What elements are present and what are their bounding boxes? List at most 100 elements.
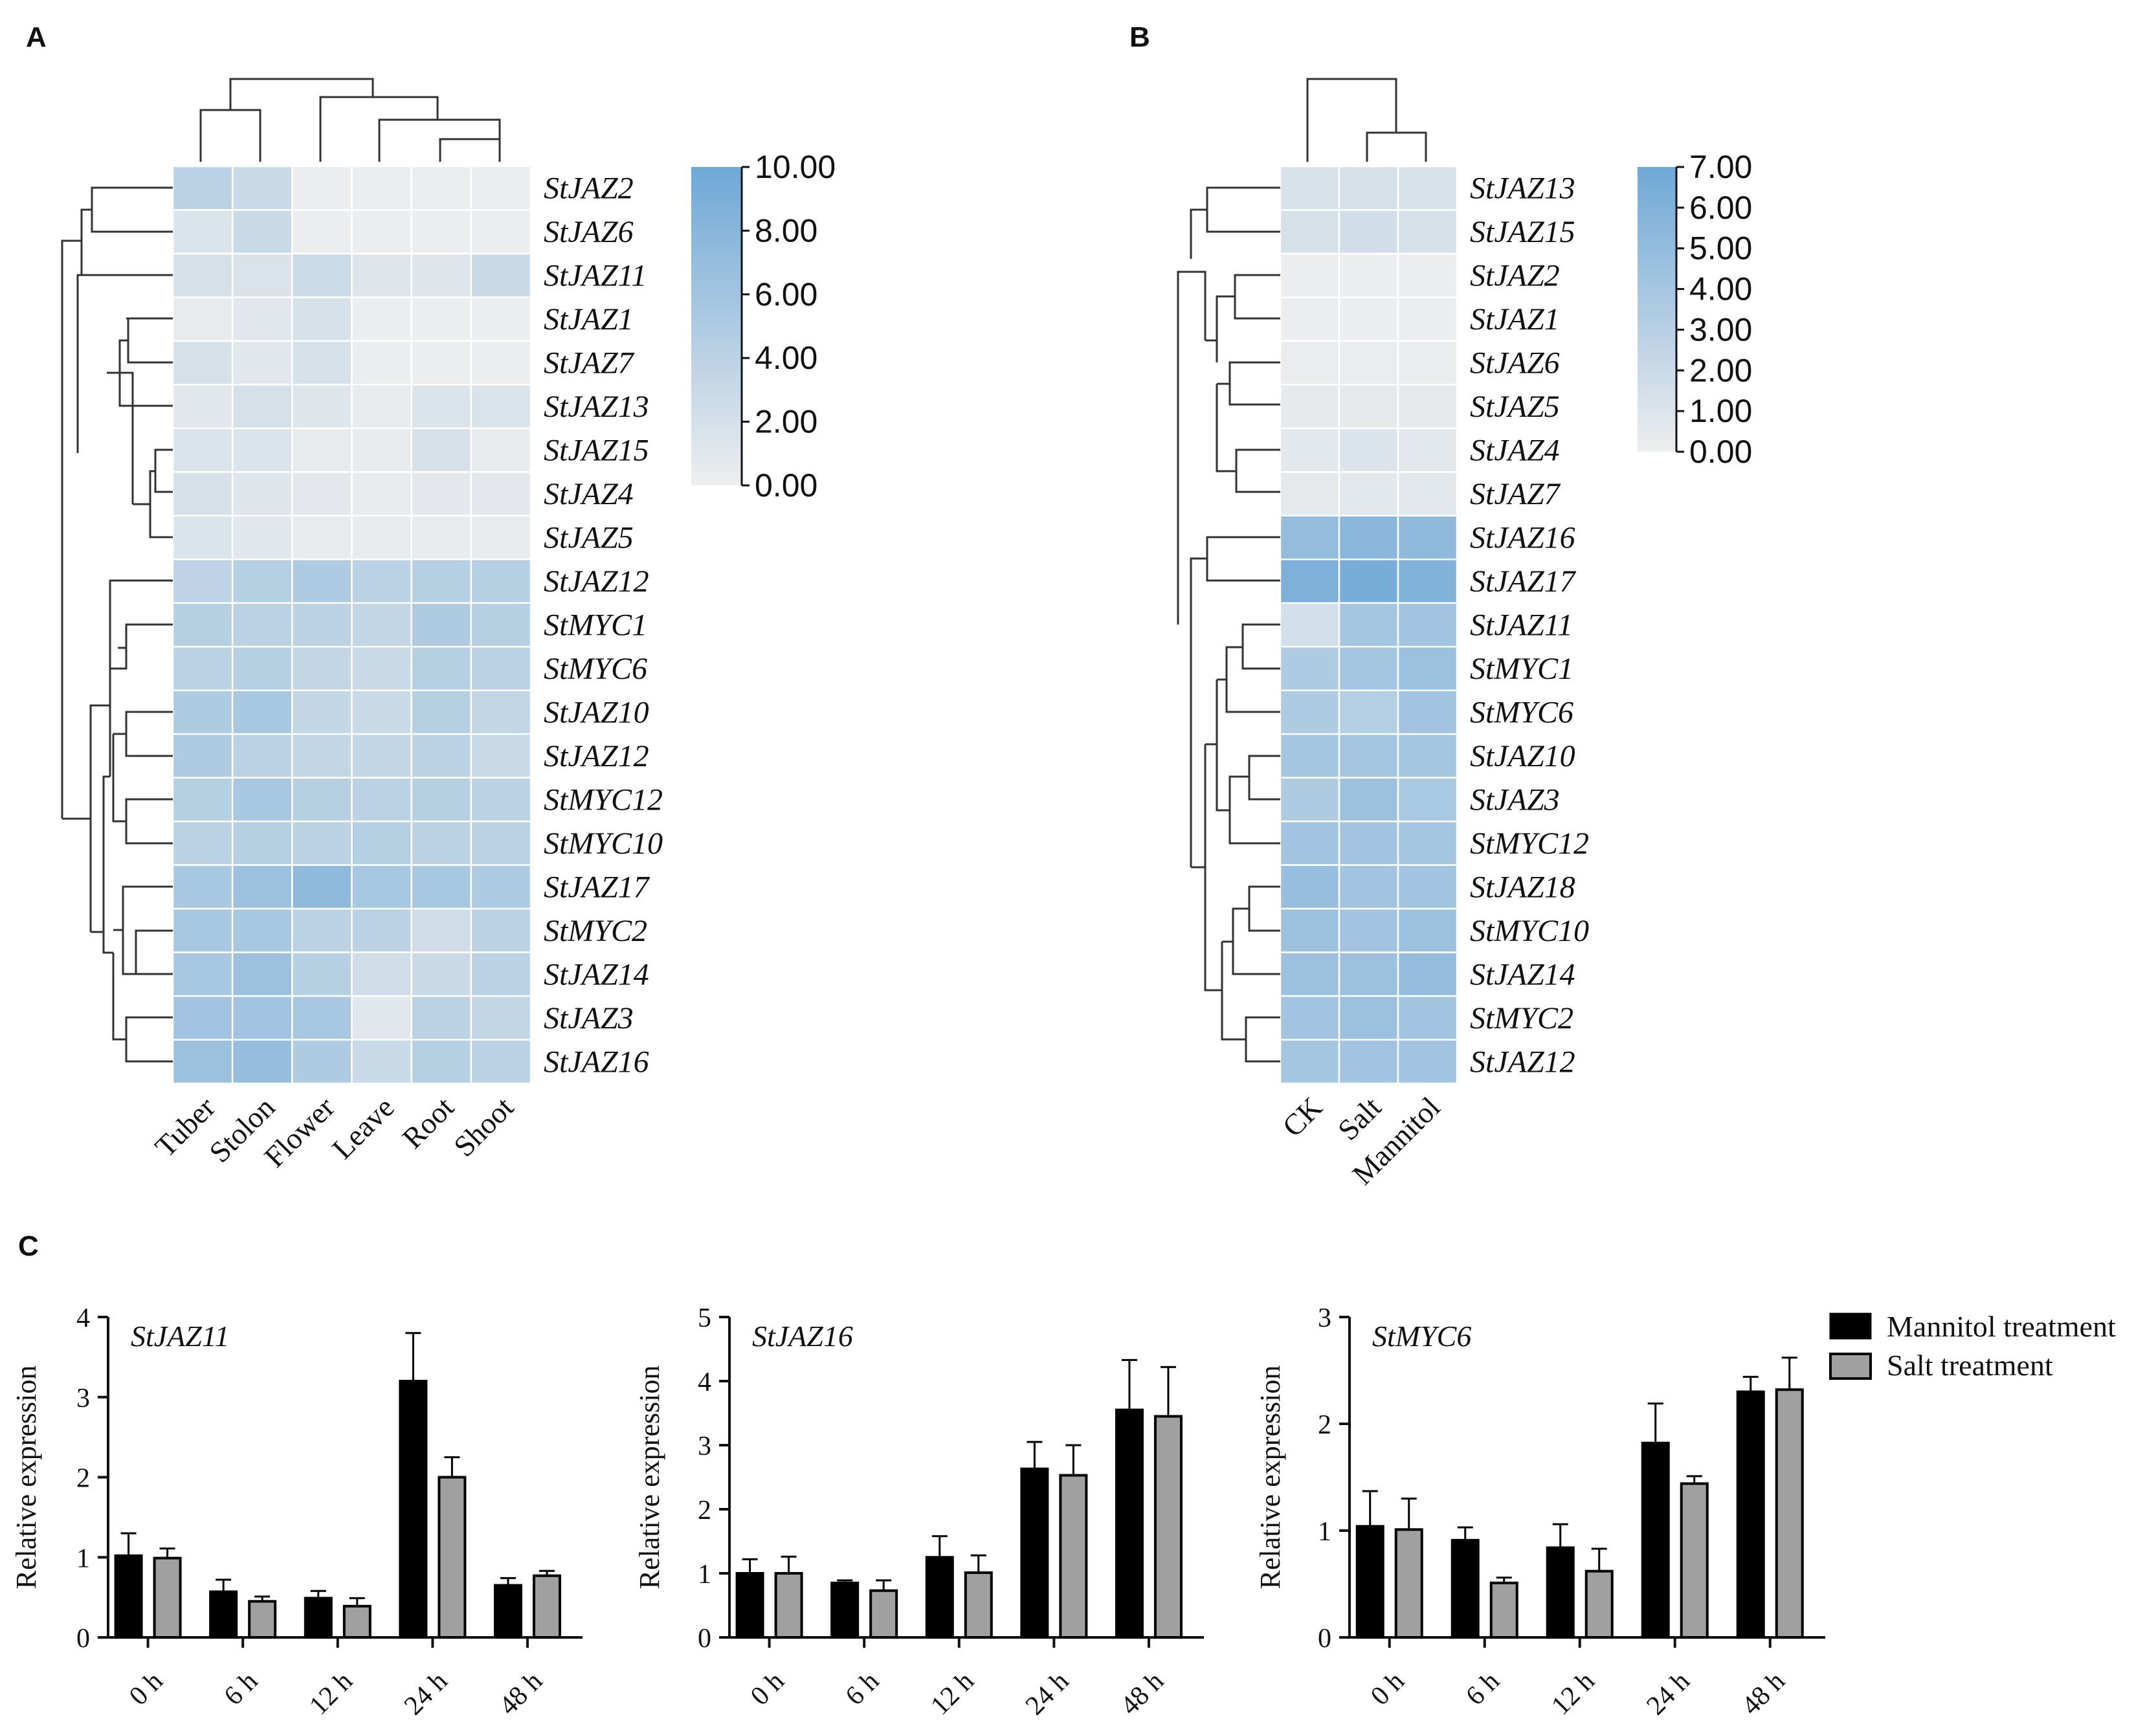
- y-tick-label: 5: [698, 1303, 711, 1333]
- heat-cell-stmyc1-mannitol: [1397, 645, 1458, 691]
- heat-cell-stjaz14-root: [410, 951, 472, 997]
- heat-cell-stmyc10-leave: [351, 820, 412, 866]
- row-label: StJAZ1: [1470, 302, 1560, 337]
- legend: Mannitol treatment Salt treatment: [1829, 1310, 2116, 1382]
- heat-cell-stjaz10-stolon: [231, 689, 293, 735]
- heat-cell-stjaz16-ck: [1279, 515, 1340, 560]
- row-label: StJAZ13: [1470, 172, 1575, 206]
- heat-cell-stjaz17-root: [410, 864, 472, 910]
- y-tick-label: 0: [698, 1624, 711, 1654]
- heat-cell-stjaz3-mannitol: [1397, 777, 1458, 823]
- row-label: StJAZ10: [1470, 739, 1575, 773]
- bar-mannitol-treatment-6-h: [1450, 1538, 1480, 1639]
- y-tick-label: 2: [76, 1464, 90, 1494]
- heatmap-a-cells: [172, 165, 532, 1085]
- heat-cell-stjaz15-leave: [351, 427, 412, 473]
- heat-cell-stjaz2-ck: [1279, 252, 1340, 298]
- heat-cell-stjaz15-ck: [1279, 209, 1340, 255]
- heat-cell-stjaz5-stolon: [231, 515, 293, 560]
- heat-cell-stjaz16-leave: [351, 1039, 412, 1085]
- heat-cell-stjaz13-shoot: [470, 384, 532, 430]
- heat-cell-stmyc2-stolon: [231, 907, 293, 953]
- heat-cell-stmyc6-leave: [351, 645, 412, 691]
- bar-mannitol-treatment-12-h: [925, 1556, 954, 1639]
- heat-cell-stjaz11-mannitol: [1397, 602, 1458, 648]
- heat-cell-stjaz17-shoot: [470, 864, 532, 910]
- heat-cell-stmyc10-flower: [291, 820, 353, 866]
- row-label: StJAZ13: [544, 390, 649, 424]
- heat-cell-stjaz17-ck: [1279, 559, 1340, 604]
- heat-cell-stjaz18-salt: [1338, 864, 1399, 910]
- heatmap-a-color-scale: 10.00 8.00 6.00 4.00 2.00 0.00: [691, 149, 836, 504]
- row-label: StJAZ12: [1470, 1045, 1575, 1079]
- heat-cell-stmyc6-root: [410, 645, 472, 691]
- scale-tick-label: 1.00: [1689, 393, 1752, 429]
- heat-cell-stjaz14-tuber: [172, 951, 234, 997]
- column-label-leave: Leave: [326, 1091, 401, 1166]
- heat-cell-stjaz1-ck: [1279, 296, 1340, 342]
- row-label: StJAZ7: [1470, 477, 1561, 511]
- bar-mannitol-treatment-0-h: [735, 1572, 764, 1639]
- heat-cell-stjaz4-salt: [1338, 427, 1399, 473]
- bar-mannitol-treatment-6-h: [209, 1590, 238, 1639]
- heat-cell-stjaz1-salt: [1338, 296, 1399, 342]
- y-tick-label: 2: [698, 1496, 711, 1525]
- heat-cell-stjaz16-shoot: [470, 1039, 532, 1085]
- heat-cell-stmyc6-mannitol: [1397, 689, 1458, 735]
- y-tick-label: 4: [76, 1303, 90, 1333]
- heat-cell-stjaz5-leave: [351, 515, 412, 560]
- heat-cell-stjaz11-ck: [1279, 602, 1340, 648]
- heat-cell-stjaz4-stolon: [231, 471, 293, 517]
- bar-salt-treatment-24-h: [1680, 1482, 1709, 1639]
- y-tick-label: 1: [1318, 1517, 1331, 1547]
- heat-cell-stjaz4-tuber: [172, 471, 234, 517]
- heat-cell-stjaz2-salt: [1338, 252, 1399, 298]
- heatmap-b-scale-ticks: 7.00 6.00 5.00 4.00 3.00 2.00 1.00 0.00: [1675, 149, 1752, 470]
- heat-cell-stjaz16-flower: [291, 1039, 353, 1085]
- bar-salt-treatment-6-h: [1489, 1581, 1518, 1639]
- heat-cell-stjaz6-flower: [291, 209, 353, 255]
- heat-cell-stmyc6-stolon: [231, 645, 293, 691]
- row-label: StJAZ5: [1470, 390, 1560, 424]
- bar-mannitol-treatment-24-h: [399, 1380, 428, 1639]
- heat-cell-stjaz2-leave: [351, 165, 412, 211]
- heat-cell-stmyc2-root: [410, 907, 472, 953]
- heat-cell-stjaz12-salt: [1338, 1039, 1399, 1085]
- scale-tick-label: 7.00: [1689, 149, 1752, 185]
- heat-cell-stjaz14-salt: [1338, 951, 1399, 997]
- chart-title: StMYC6: [1372, 1320, 1471, 1353]
- heat-cell-stjaz4-root: [410, 471, 472, 517]
- scale-tick-label: 2.00: [1689, 352, 1752, 388]
- row-label: StJAZ11: [1470, 608, 1573, 643]
- heat-cell-stjaz13-mannitol: [1397, 165, 1458, 211]
- x-tick-label: 12 h: [1546, 1667, 1600, 1721]
- heatmap-b-cells: [1279, 165, 1458, 1085]
- heat-cell-stmyc10-shoot: [470, 820, 532, 866]
- heat-cell-stjaz17-flower: [291, 864, 353, 910]
- bar-mannitol-treatment-48-h: [1115, 1408, 1144, 1639]
- heat-cell-stjaz15-shoot: [470, 427, 532, 473]
- heat-cell-stmyc6-shoot: [470, 645, 532, 691]
- heat-cell-stjaz16-stolon: [231, 1039, 293, 1085]
- heat-cell-stjaz16-salt: [1338, 515, 1399, 560]
- heat-cell-stjaz12-shoot: [470, 733, 532, 779]
- panel-letter-a: A: [26, 21, 47, 53]
- x-tick-label: 24 h: [1641, 1667, 1695, 1721]
- bar-mannitol-treatment-12-h: [1546, 1546, 1575, 1639]
- row-label: StMYC10: [1470, 914, 1589, 948]
- column-label-shoot: Shoot: [447, 1091, 520, 1163]
- bar-salt-treatment-12-h: [964, 1571, 993, 1639]
- heat-cell-stmyc12-leave: [351, 777, 412, 823]
- x-tick-label: 12 h: [304, 1667, 358, 1721]
- heat-cell-stjaz12-ck: [1279, 1039, 1340, 1085]
- heat-cell-stjaz17-stolon: [231, 864, 293, 910]
- heat-cell-stjaz13-stolon: [231, 384, 293, 430]
- legend-swatch-salt: [1829, 1353, 1872, 1380]
- scale-tick-label: 0.00: [1689, 434, 1752, 470]
- heat-cell-stjaz5-shoot: [470, 515, 532, 560]
- legend-label-mannitol: Mannitol treatment: [1887, 1310, 2116, 1343]
- heat-cell-stjaz3-flower: [291, 995, 353, 1041]
- heat-cell-stjaz1-root: [410, 296, 472, 342]
